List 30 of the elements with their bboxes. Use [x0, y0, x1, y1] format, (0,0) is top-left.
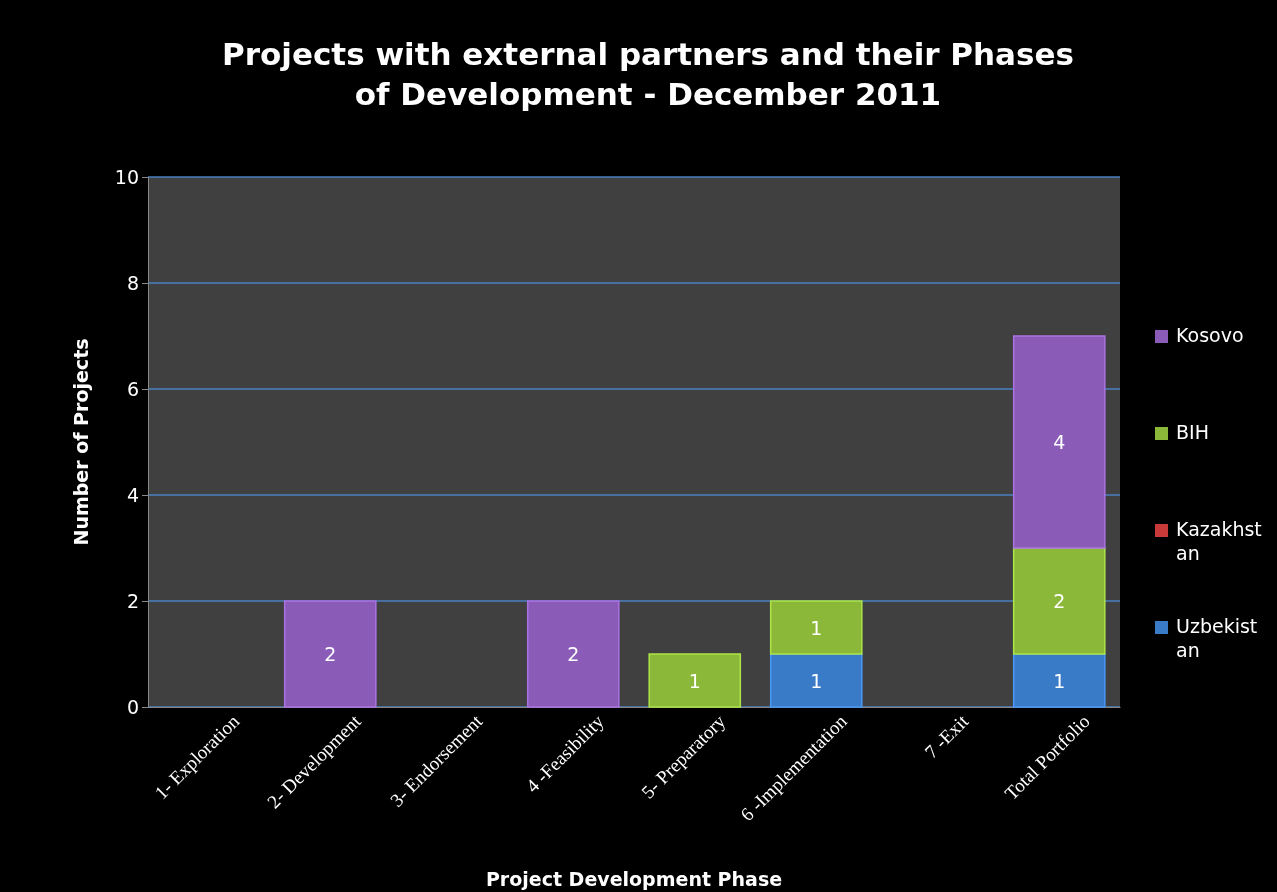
x-axis-title: Project Development Phase	[485, 868, 783, 890]
data-label: 1	[810, 669, 823, 692]
y-tick-label: 4	[126, 483, 139, 506]
legend-label: Uzbekistan	[1176, 615, 1258, 661]
chart-title: Projects with external partners and their Phases of Development - December 2011	[222, 36, 1074, 112]
bar	[769, 653, 863, 708]
bar	[1012, 653, 1106, 708]
data-label: 2	[567, 643, 580, 665]
legend-label: BIH	[1176, 421, 1209, 443]
legend-label: Kosovo	[1176, 324, 1244, 346]
bar	[648, 653, 742, 708]
data-label: 4	[1053, 431, 1066, 453]
data-label: 1	[810, 616, 823, 639]
y-tick-label: 8	[126, 271, 139, 294]
bar	[1012, 335, 1106, 549]
x-tick-label: 7 -Exit	[920, 710, 973, 763]
bar	[283, 600, 377, 708]
legend-label: Kazakhstan	[1176, 518, 1262, 564]
bar	[769, 600, 863, 655]
data-label: 1	[1053, 669, 1066, 692]
y-tick-label: 2	[126, 589, 139, 612]
y-tick-label: 10	[114, 165, 139, 188]
y-tick-label: 0	[126, 695, 139, 718]
bar	[526, 600, 620, 708]
y-tick-label: 6	[126, 377, 139, 400]
data-label: 2	[324, 643, 337, 665]
bar	[1012, 547, 1106, 655]
data-label: 1	[688, 669, 701, 692]
data-label: 2	[1053, 590, 1066, 612]
y-axis-title: Number of Projects	[70, 338, 92, 546]
